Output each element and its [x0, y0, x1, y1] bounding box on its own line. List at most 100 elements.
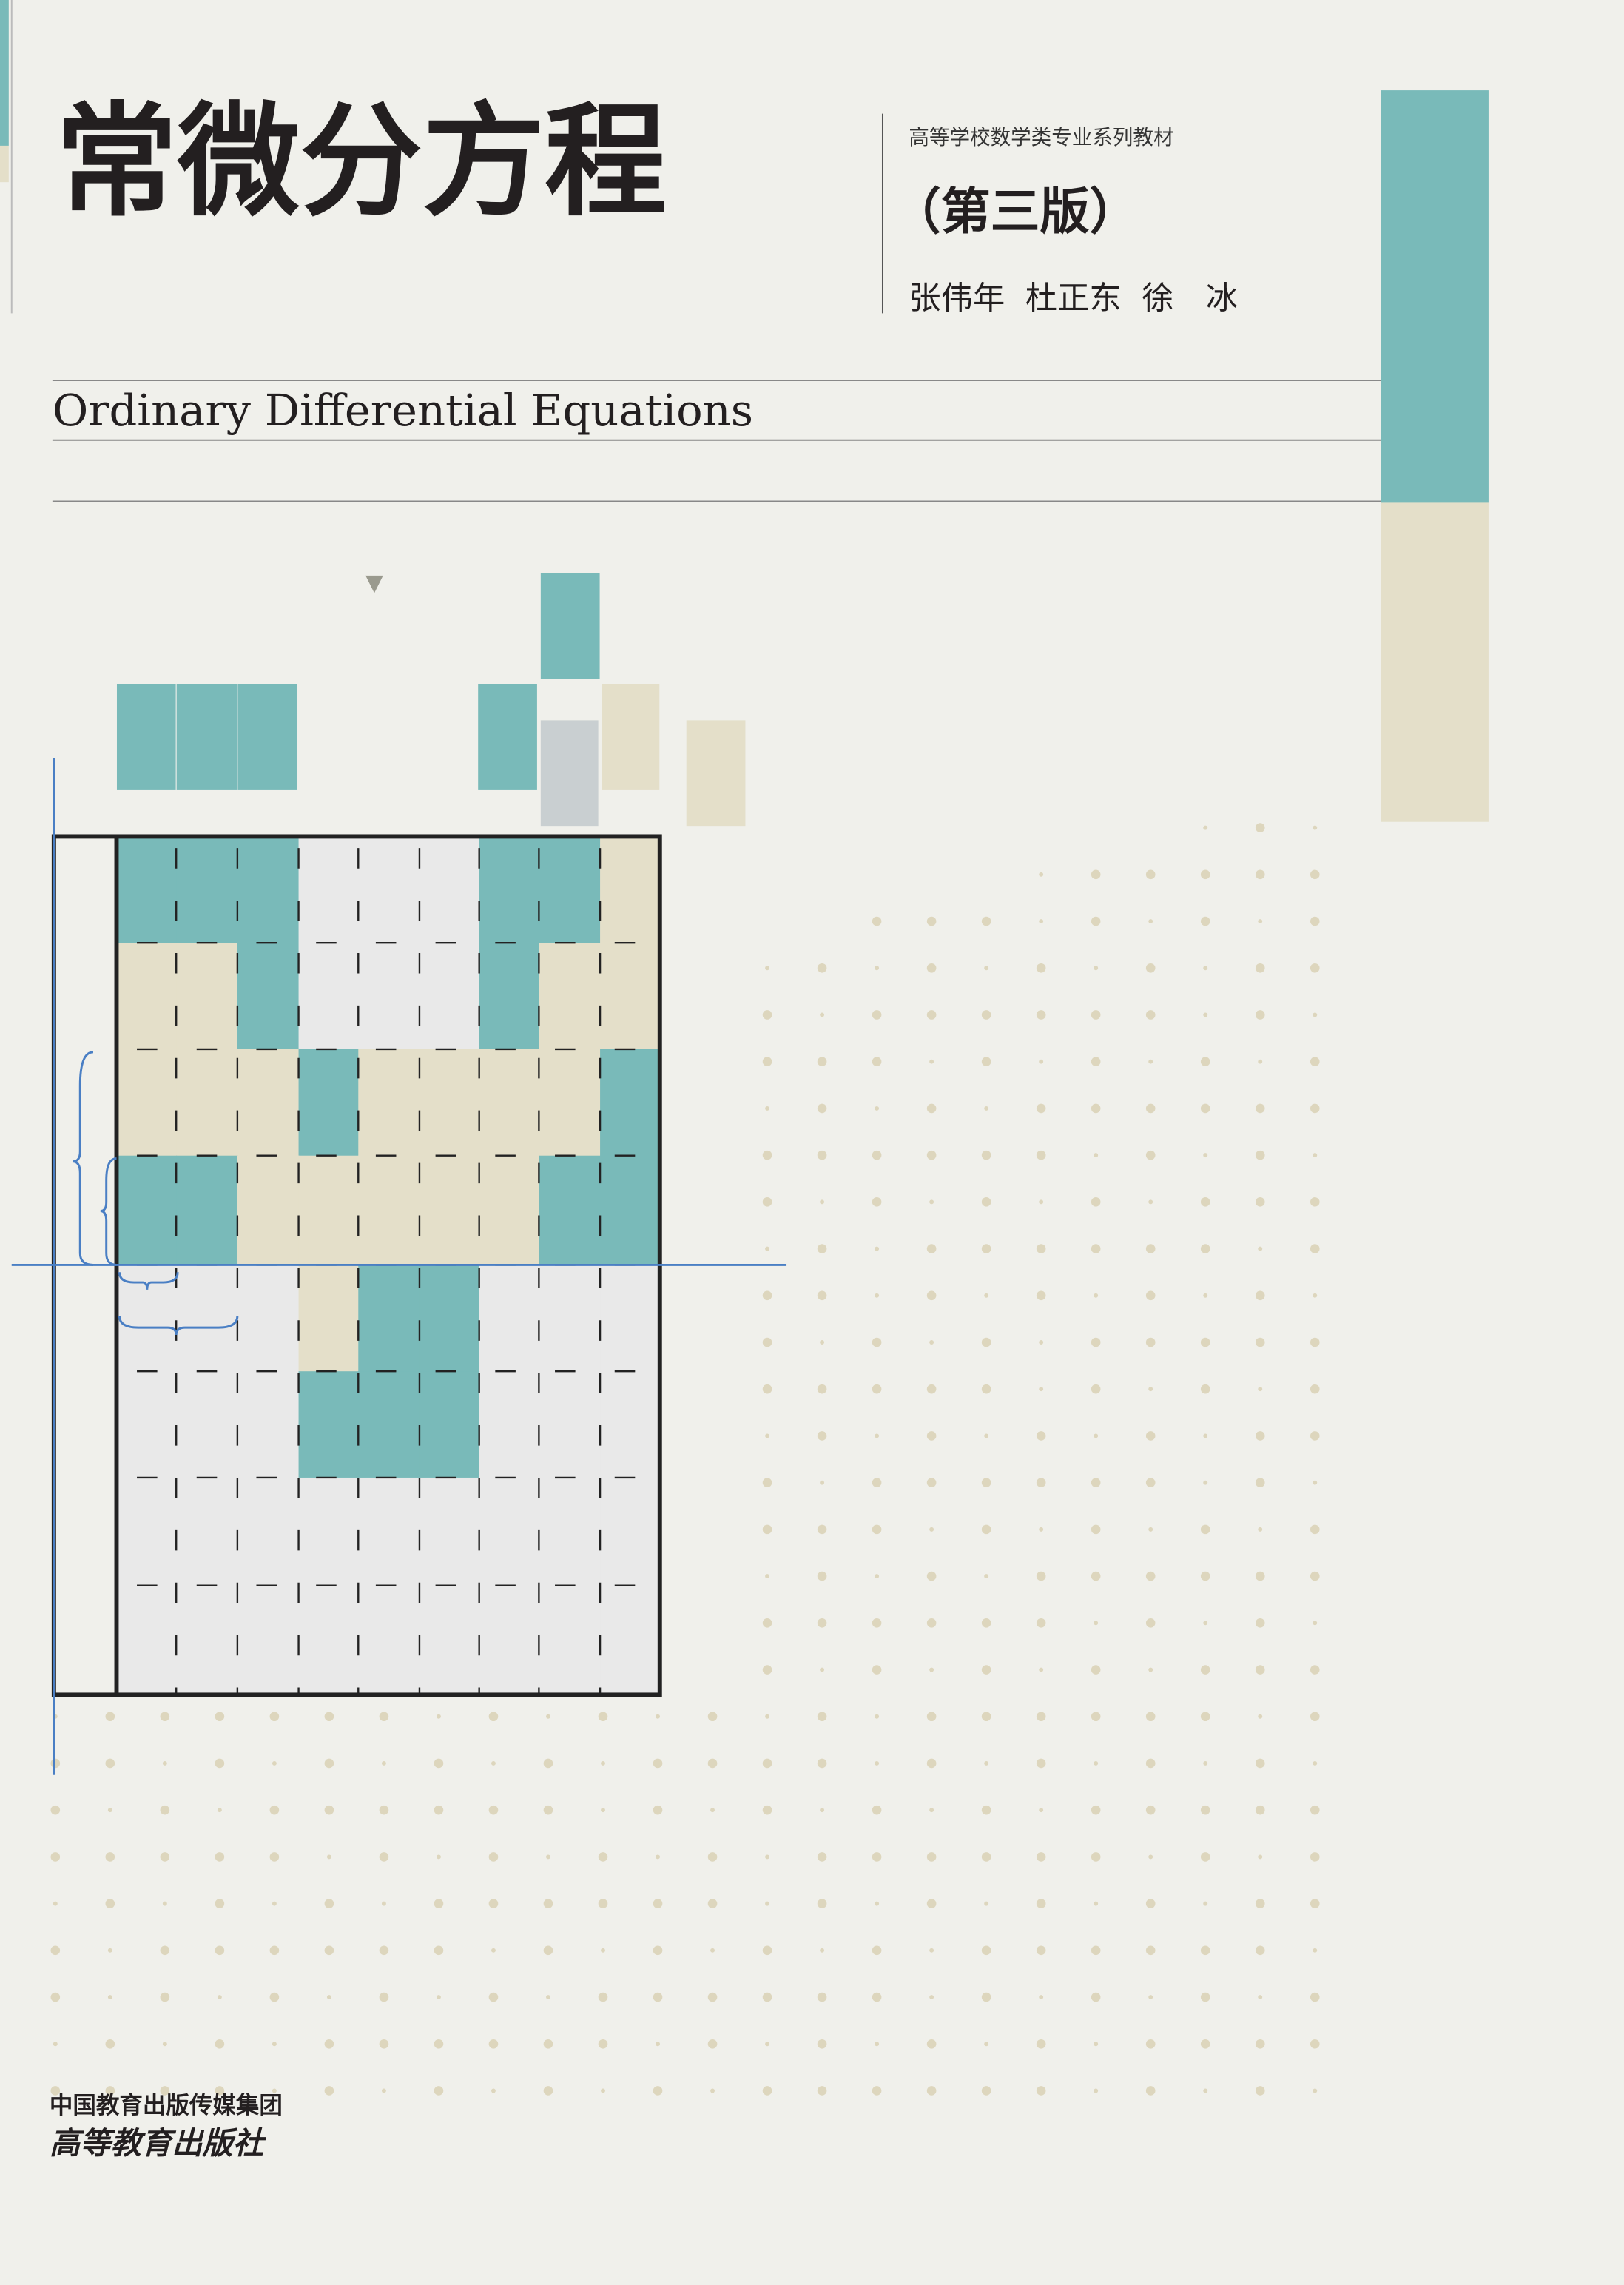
cell — [298, 836, 360, 944]
dot — [1145, 1945, 1156, 1956]
dot — [1094, 1621, 1099, 1626]
dot — [656, 1854, 660, 1860]
cell — [479, 1265, 540, 1373]
cell — [237, 1585, 300, 1696]
dot — [981, 1384, 991, 1394]
cell — [479, 943, 540, 1050]
dot — [817, 1057, 827, 1067]
dot — [926, 2039, 937, 2049]
dot — [436, 1995, 441, 1999]
dot — [543, 2039, 553, 2049]
dot — [1039, 1340, 1044, 1345]
dot — [875, 1574, 880, 1579]
dot — [1039, 1059, 1044, 1064]
dot — [1036, 1571, 1046, 1581]
dot — [984, 1106, 989, 1111]
dot — [1036, 1103, 1046, 1114]
dot — [1039, 919, 1044, 924]
dot — [820, 1340, 825, 1345]
dot — [1200, 1712, 1210, 1722]
dot — [926, 1478, 937, 1487]
dot — [1255, 1899, 1265, 1908]
dot — [1203, 2088, 1208, 2093]
dot — [1145, 1478, 1156, 1487]
dot — [162, 1901, 167, 1906]
dot — [872, 1945, 882, 1956]
cell — [298, 1265, 360, 1373]
dot — [272, 1761, 277, 1766]
dot — [762, 1524, 772, 1535]
dot — [762, 1478, 772, 1487]
cell — [116, 1155, 178, 1266]
dot — [1258, 1527, 1263, 1532]
block — [115, 683, 177, 790]
dot — [817, 1571, 827, 1581]
dot — [981, 1150, 991, 1160]
dot — [1200, 1057, 1210, 1067]
dot — [1310, 1899, 1320, 1908]
dot — [601, 1761, 605, 1766]
dot — [929, 1948, 934, 1953]
cell — [479, 1477, 540, 1586]
cell — [237, 836, 300, 944]
dot — [1036, 1618, 1046, 1628]
dot — [1145, 1899, 1156, 1908]
dot — [656, 1714, 660, 1719]
dot — [1258, 1246, 1263, 1251]
dot — [434, 1805, 444, 1815]
edge-strip — [0, 0, 9, 146]
dot — [1039, 1527, 1044, 1532]
dot — [981, 1337, 991, 1347]
dot — [875, 1106, 880, 1111]
dot — [1094, 966, 1099, 971]
dot — [872, 1150, 882, 1160]
cell — [237, 943, 300, 1050]
dot — [872, 1057, 882, 1067]
cell — [419, 1155, 480, 1266]
dot — [1200, 1665, 1210, 1675]
brace — [118, 1316, 239, 1336]
dot — [984, 1433, 989, 1438]
dot — [762, 1758, 772, 1769]
dot — [1258, 919, 1263, 924]
dot — [765, 1433, 770, 1438]
dot — [1091, 1103, 1101, 1114]
dot — [1258, 1854, 1263, 1860]
dot — [872, 1992, 882, 2002]
dot — [1255, 1618, 1265, 1628]
dot — [379, 1945, 389, 1956]
dot — [872, 1805, 882, 1815]
dot — [926, 1758, 937, 1769]
dot — [1200, 1103, 1210, 1114]
dot — [598, 1852, 608, 1862]
dot — [984, 966, 989, 971]
dot — [1145, 963, 1156, 973]
dot — [107, 1808, 112, 1813]
dot — [875, 1901, 880, 1906]
cell — [600, 1477, 661, 1586]
cell — [358, 1265, 420, 1373]
dot — [324, 1805, 334, 1815]
dot — [1091, 1337, 1101, 1347]
brace — [100, 1157, 117, 1266]
dot — [762, 1992, 772, 2002]
brace — [73, 1051, 94, 1266]
dot — [1313, 1948, 1318, 1953]
dot — [820, 1948, 825, 1953]
dot — [1255, 1290, 1265, 1301]
dot — [926, 1384, 937, 1394]
dot — [707, 1852, 718, 1862]
dot — [1145, 2086, 1156, 2096]
dot — [1039, 1199, 1044, 1205]
dot — [1091, 1010, 1101, 1020]
dot — [1255, 1571, 1265, 1581]
dot — [217, 1995, 222, 1999]
dot — [324, 1945, 334, 1956]
dot — [1203, 1621, 1208, 1626]
dot — [160, 1852, 170, 1862]
dot — [1145, 1758, 1156, 1769]
dot — [1094, 2088, 1099, 2093]
dot — [1310, 1103, 1320, 1114]
cell — [539, 1371, 602, 1478]
dot — [1094, 1153, 1099, 1158]
